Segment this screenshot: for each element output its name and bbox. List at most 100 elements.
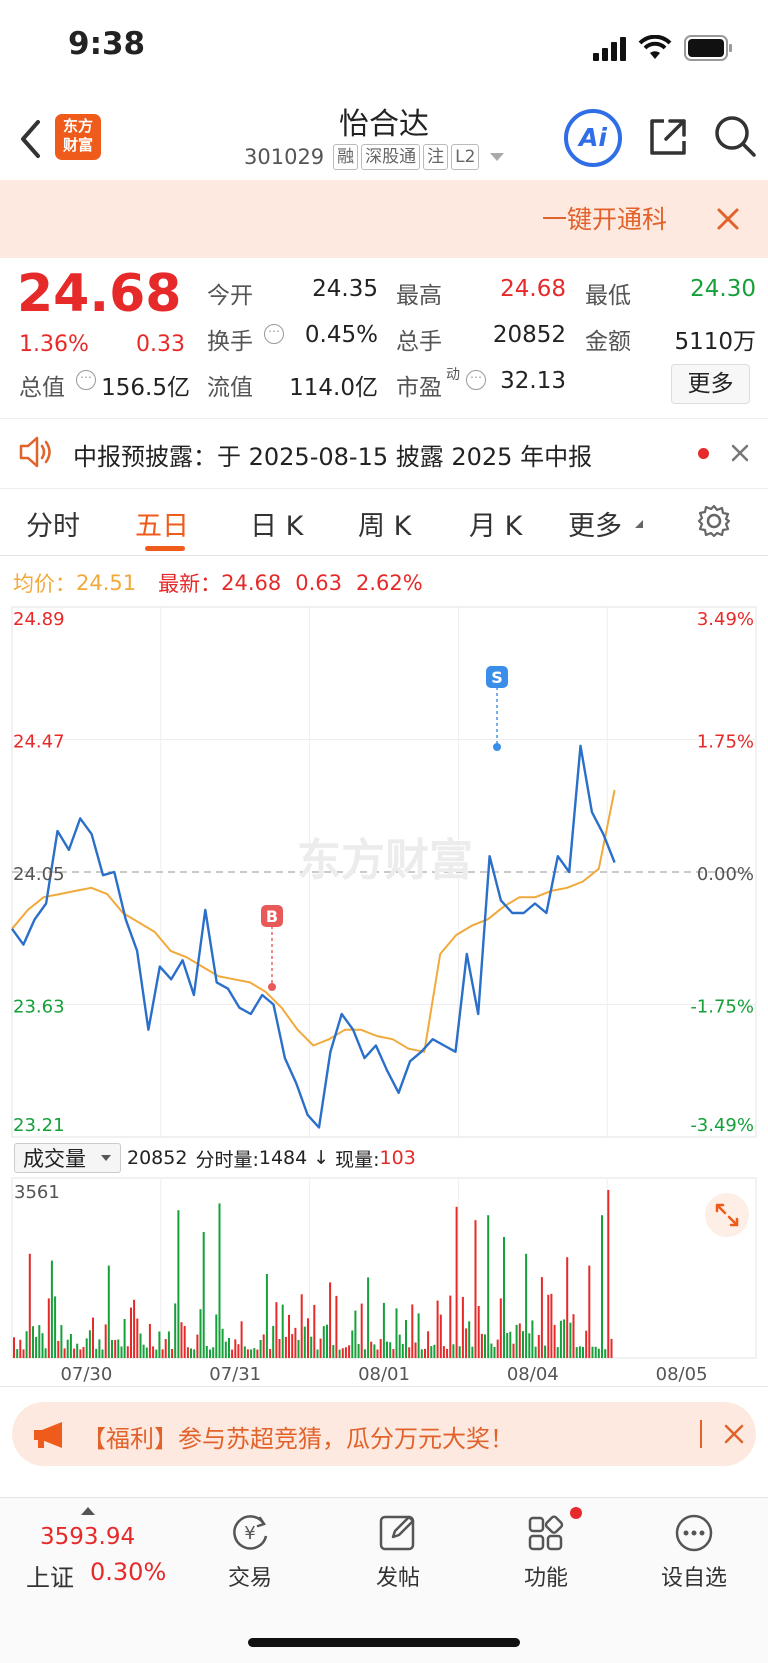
tab-weekly-k[interactable]: 周 K <box>358 511 412 542</box>
volume-indicator-select[interactable]: 成交量 <box>14 1143 121 1173</box>
volume-bar <box>417 1313 420 1358</box>
volume-bar <box>610 1338 613 1358</box>
nav-trade[interactable]: ¥ 交易 <box>210 1510 290 1592</box>
more-button[interactable]: 更多 <box>671 364 750 404</box>
info-icon[interactable]: ⋯ <box>76 370 96 390</box>
volume-bar <box>332 1345 335 1358</box>
notification-dot <box>570 1507 582 1519</box>
info-icon[interactable]: ⋯ <box>264 324 284 344</box>
x-axis-date-label: 08/04 <box>507 1364 559 1385</box>
stat-label-high: 最高 <box>396 283 442 309</box>
volume-bar <box>148 1323 151 1358</box>
promo-banner[interactable]: 一键开通科 <box>0 180 768 258</box>
volume-bar <box>228 1338 230 1358</box>
volume-bar <box>499 1298 502 1358</box>
volume-bar <box>246 1349 249 1358</box>
volume-bar <box>373 1344 376 1358</box>
change-percent: 1.36% <box>19 332 89 357</box>
ad-text: 【福利】参与苏超竞猜，瓜分万元大奖！ <box>82 1425 514 1453</box>
volume-bar <box>585 1330 588 1358</box>
volume-bar <box>401 1343 404 1358</box>
logo-text-top: 东方 <box>62 117 93 135</box>
search-icon[interactable] <box>712 113 758 159</box>
volume-bar <box>281 1304 284 1358</box>
close-icon[interactable] <box>716 207 740 231</box>
fullscreen-button[interactable] <box>705 1193 749 1237</box>
volume-chart[interactable]: 3561 07/30 07/31 08/01 08/04 08/05 <box>0 1176 768 1386</box>
volume-bar <box>367 1277 370 1358</box>
volume-bar <box>439 1314 442 1358</box>
volume-bar <box>250 1349 253 1358</box>
nav-functions[interactable]: 功能 <box>506 1510 586 1592</box>
volume-bar <box>307 1318 309 1358</box>
more-circle-icon <box>675 1514 713 1552</box>
volume-bar <box>405 1320 407 1358</box>
index-name[interactable]: 上证 <box>26 1564 74 1592</box>
latest-value: 24.68 <box>221 571 282 595</box>
stock-name: 怡合达 <box>339 107 429 142</box>
price-chart[interactable]: 东方财富 B S 24.89 24.47 24.05 23.63 23.21 3.49% 1.… <box>0 600 768 1140</box>
y-axis-label-right: 3.49% <box>697 609 754 630</box>
volume-bar <box>566 1257 569 1358</box>
volume-bar <box>221 1328 224 1358</box>
share-icon[interactable] <box>646 115 690 159</box>
tab-intraday[interactable]: 分时 <box>26 511 80 542</box>
nav-post[interactable]: 发帖 <box>358 1510 438 1592</box>
tab-five-day[interactable]: 五日 <box>135 511 189 542</box>
volume-bar <box>531 1320 534 1358</box>
stock-code-row[interactable]: 301029 融 深股通 注 L2 <box>244 143 505 171</box>
home-indicator <box>248 1638 520 1647</box>
volume-bar <box>303 1326 306 1358</box>
volume-indicator-label: 成交量 <box>23 1147 86 1171</box>
tab-more[interactable]: 更多 <box>568 511 622 542</box>
volume-bar <box>597 1348 600 1358</box>
volume-bar <box>202 1232 205 1358</box>
stat-value-turnover: 0.45% <box>304 322 378 348</box>
volume-bar <box>424 1348 426 1358</box>
badge-registered: 注 <box>423 144 449 170</box>
volume-bar <box>496 1339 499 1358</box>
volume-bar <box>370 1341 373 1358</box>
promo-text: 一键开通科 <box>542 205 668 234</box>
index-percent[interactable]: 0.30% <box>90 1558 167 1586</box>
nav-add-watchlist[interactable]: 设自选 <box>654 1510 734 1592</box>
volume-bar <box>537 1335 540 1358</box>
volume-bar <box>196 1334 199 1358</box>
notice-text: 中报预披露：于 2025-08-15 披露 2025 年中报 <box>73 443 593 471</box>
volume-bar <box>209 1349 211 1358</box>
back-icon[interactable] <box>18 119 42 159</box>
volume-bar <box>117 1339 120 1358</box>
volume-bar <box>335 1295 338 1358</box>
close-icon[interactable] <box>724 1424 744 1444</box>
volume-bar <box>556 1347 559 1358</box>
index-value[interactable]: 3593.94 <box>40 1524 136 1550</box>
volume-bar <box>54 1296 57 1358</box>
notice-bar[interactable]: 中报预披露：于 2025-08-15 披露 2025 年中报 <box>0 418 768 488</box>
ad-banner[interactable]: 【福利】参与苏超竞猜，瓜分万元大奖！ <box>12 1402 756 1466</box>
volume-bar <box>449 1295 452 1358</box>
ai-button[interactable]: Ai <box>564 109 622 167</box>
info-icon[interactable]: ⋯ <box>466 370 486 390</box>
volume-bar <box>101 1349 104 1358</box>
volume-bar <box>351 1330 354 1358</box>
volume-bar <box>291 1334 294 1358</box>
volume-bar <box>224 1341 227 1358</box>
header: 东方 财富 怡合达 301029 融 深股通 注 L2 Ai <box>0 95 768 180</box>
y-axis-label-left: 24.05 <box>13 864 65 885</box>
volume-bar <box>594 1346 597 1358</box>
volume-bar <box>446 1348 449 1358</box>
settings-gear-icon[interactable] <box>697 504 731 538</box>
volume-bar <box>294 1327 297 1358</box>
volume-bar <box>471 1346 474 1358</box>
volume-bar <box>354 1310 357 1358</box>
tab-monthly-k[interactable]: 月 K <box>469 511 523 542</box>
volume-bar <box>47 1298 50 1358</box>
volume-bar <box>183 1326 186 1358</box>
volume-bar <box>107 1265 110 1358</box>
tab-daily-k[interactable]: 日 K <box>250 511 304 542</box>
corner-caret-icon <box>635 520 643 528</box>
x-axis-date-label: 07/30 <box>60 1364 112 1385</box>
close-icon[interactable] <box>731 444 749 462</box>
volume-bar <box>578 1346 581 1358</box>
sell-marker <box>486 666 508 688</box>
